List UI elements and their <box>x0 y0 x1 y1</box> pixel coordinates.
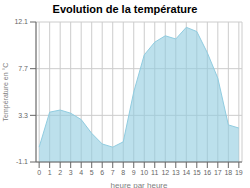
svg-text:11: 11 <box>151 169 158 176</box>
svg-text:17: 17 <box>214 169 222 176</box>
svg-text:9: 9 <box>132 169 136 176</box>
svg-text:0: 0 <box>37 169 41 176</box>
svg-text:3: 3 <box>69 169 73 176</box>
svg-text:7: 7 <box>111 169 115 176</box>
svg-text:heure par heure: heure par heure <box>111 181 168 188</box>
svg-text:8: 8 <box>121 169 125 176</box>
svg-text:6: 6 <box>100 169 104 176</box>
svg-text:1: 1 <box>48 169 52 176</box>
svg-text:Température en °C: Température en °C <box>2 63 10 122</box>
svg-text:12: 12 <box>161 169 169 176</box>
svg-text:19: 19 <box>235 169 243 176</box>
svg-text:14: 14 <box>182 169 190 176</box>
svg-text:13: 13 <box>172 169 180 176</box>
html-text:Evolution de la température: Evolution de la température <box>52 3 198 15</box>
svg-text:18: 18 <box>224 169 232 176</box>
svg-text:4: 4 <box>79 169 83 176</box>
svg-text:10: 10 <box>140 169 148 176</box>
svg-text:12.1: 12.1 <box>14 18 28 25</box>
svg-text:16: 16 <box>203 169 211 176</box>
svg-text:15: 15 <box>193 169 201 176</box>
svg-text:2: 2 <box>58 169 62 176</box>
svg-text:7.7: 7.7 <box>18 65 28 72</box>
svg-text:5: 5 <box>90 169 94 176</box>
svg-text:3.3: 3.3 <box>18 112 28 119</box>
svg-text:-1.1: -1.1 <box>16 158 28 165</box>
